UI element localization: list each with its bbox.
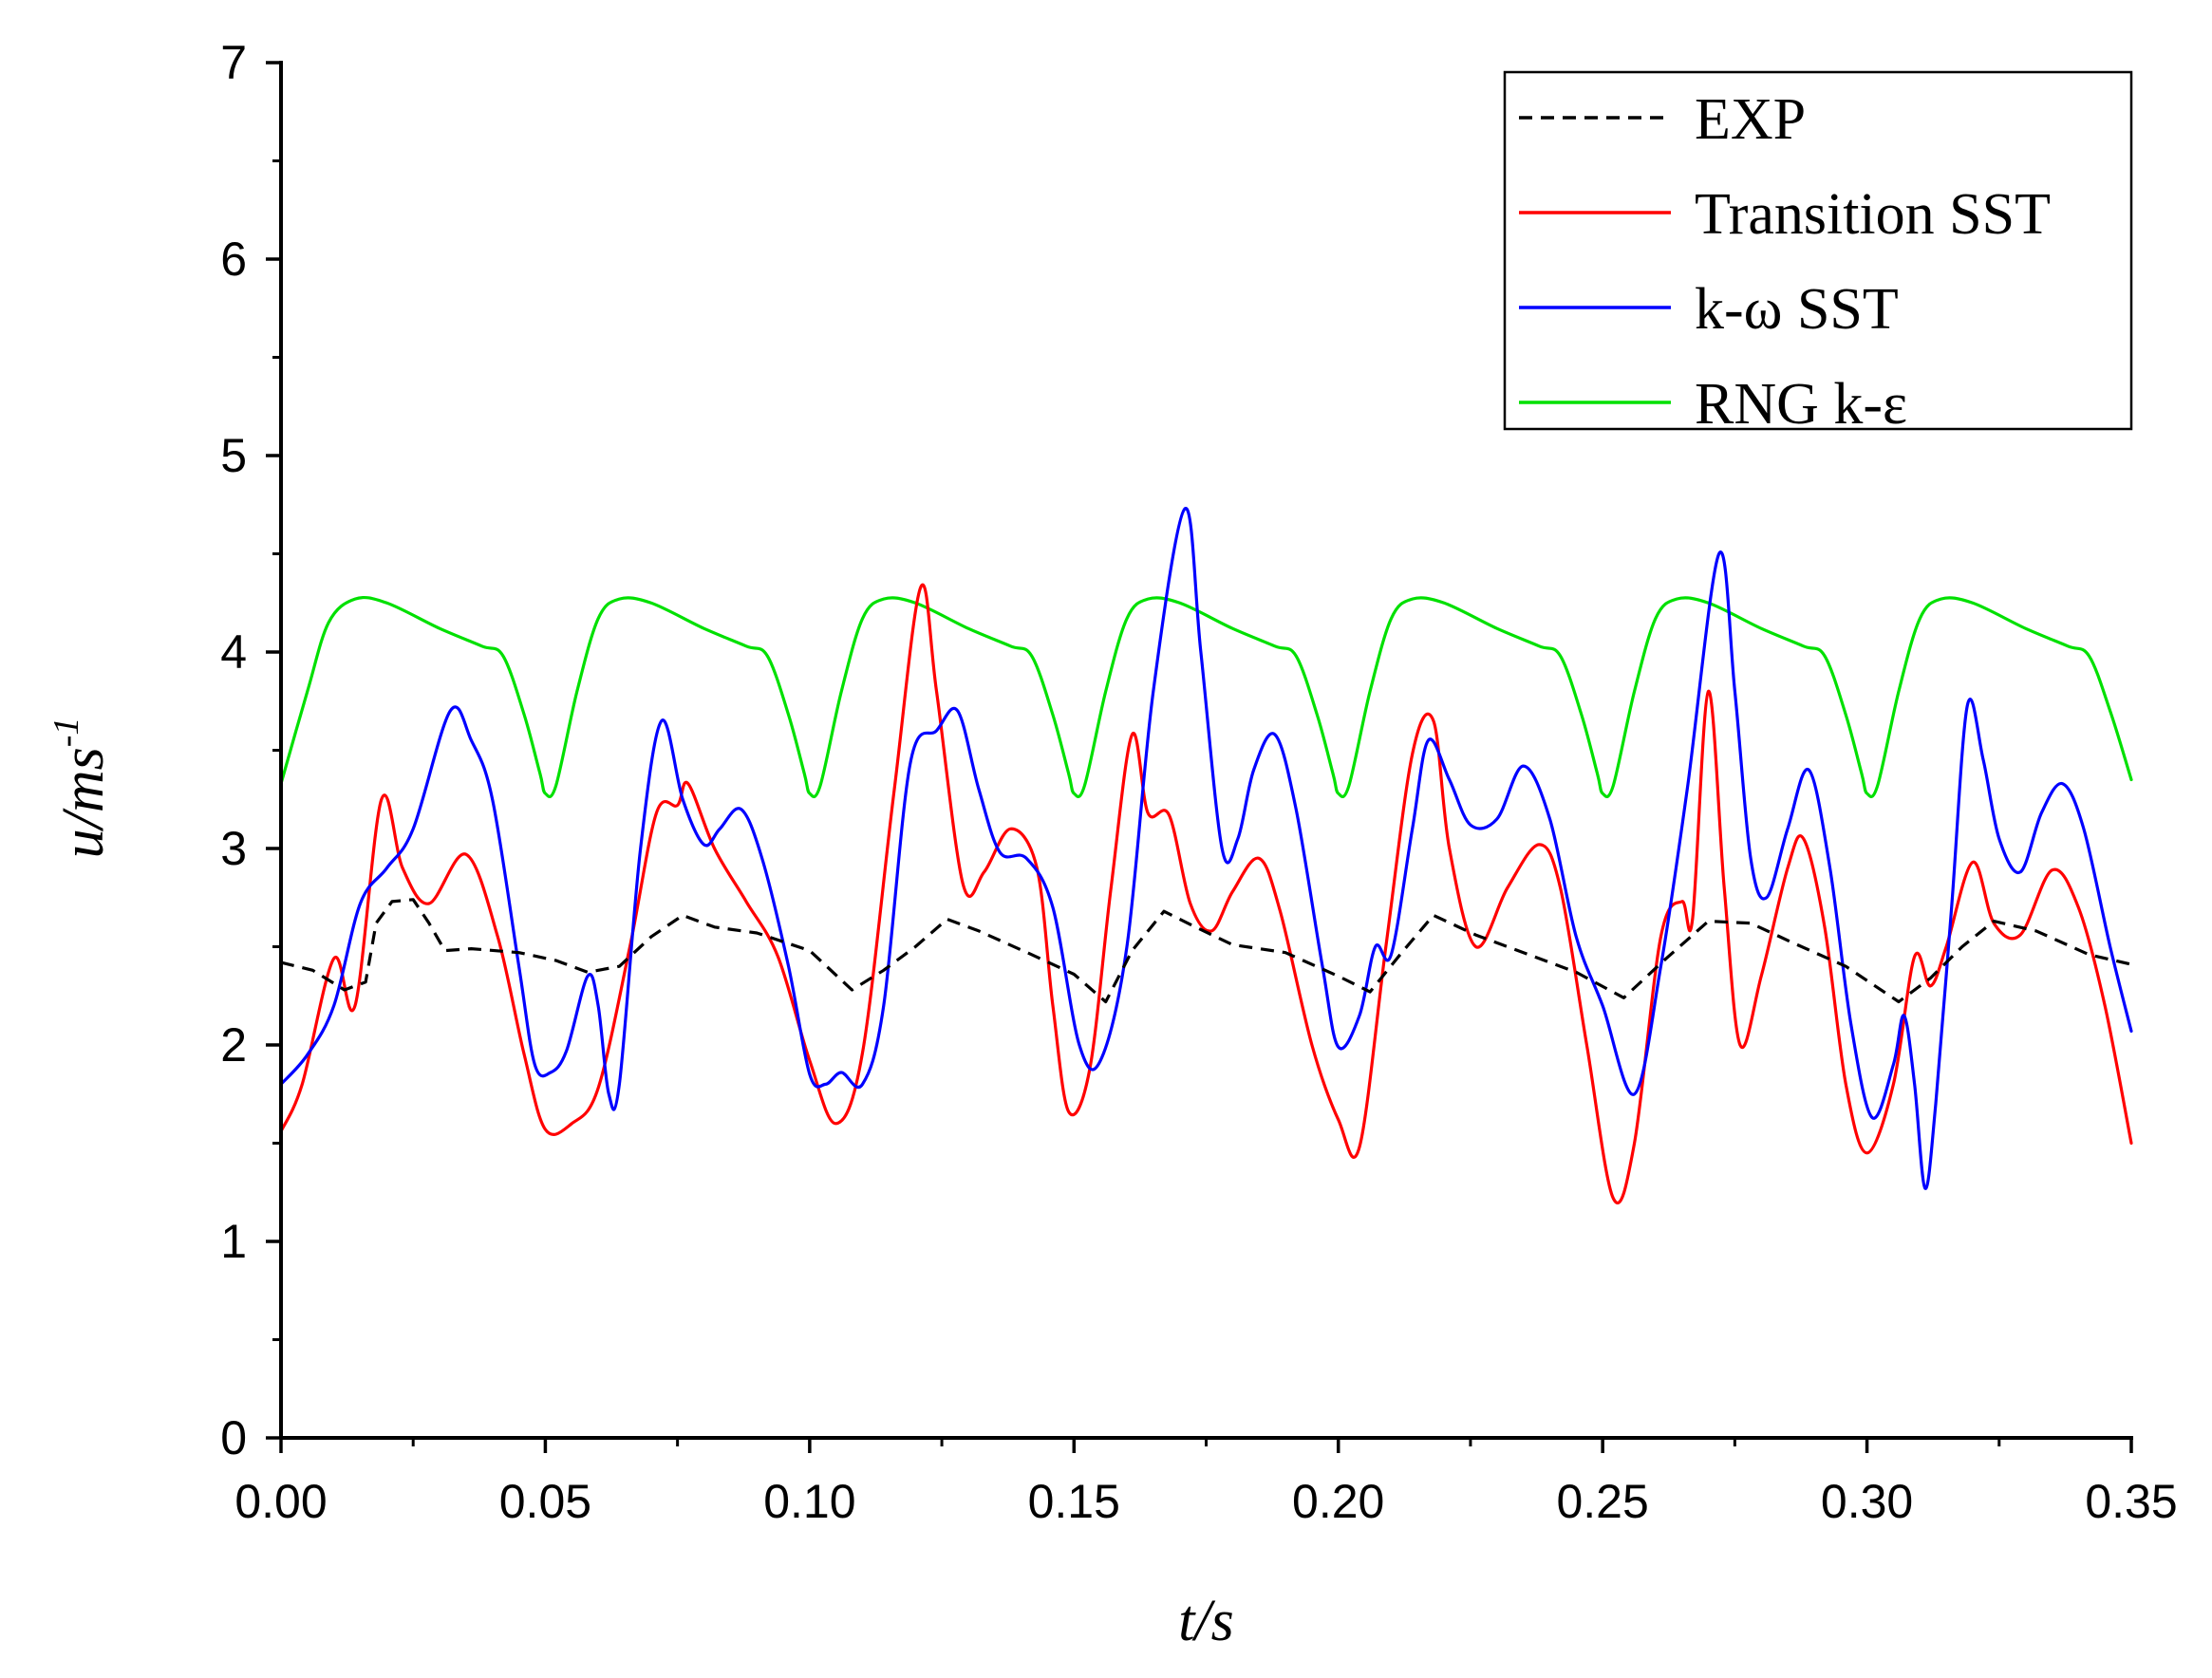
x-tick-label: 0.10 <box>763 1475 855 1528</box>
x-tick-label: 0.25 <box>1556 1475 1648 1528</box>
axes-layer: 0 1 2 3 4 5 6 7 0.00 0.05 0.10 0.15 0.20 0.25 0.30 0.35… <box>47 36 2178 1653</box>
legend: EXP Transition SST k-ω SST RNG k-ε <box>1503 70 2133 437</box>
y-tick-label: 3 <box>220 822 247 875</box>
x-tick-label: 0.15 <box>1028 1475 1120 1528</box>
legend-label: EXP <box>1695 87 1806 152</box>
x-axis-title: t/s <box>1178 1589 1234 1653</box>
legend-box <box>1503 70 2133 431</box>
y-tick-label: 5 <box>220 429 247 482</box>
y-tick-label: 6 <box>220 233 247 286</box>
legend-label: RNG k-ε <box>1695 372 1907 437</box>
legend-label: k-ω SST <box>1695 277 1899 342</box>
x-tick-label: 0.35 <box>2085 1475 2177 1528</box>
y-axis-title-exponent: -1 <box>47 718 86 748</box>
y-tick-label: 2 <box>220 1018 247 1072</box>
legend-label: Transition SST <box>1695 182 2051 247</box>
x-tick-label: 0.00 <box>234 1475 327 1528</box>
x-tick-label: 0.05 <box>499 1475 591 1528</box>
x-tick-label: 0.30 <box>1821 1475 1913 1528</box>
series-line-transition-sst <box>279 583 2133 1205</box>
y-axis-title-main: u/ms <box>51 747 116 858</box>
x-tick-label: 0.20 <box>1292 1475 1384 1528</box>
y-tick-label: 7 <box>220 36 247 89</box>
series-layer <box>279 507 2133 1205</box>
y-axis-title: u/ms-1 <box>47 718 116 859</box>
y-tick-label: 1 <box>220 1215 247 1268</box>
series-line-k-sst <box>279 507 2133 1190</box>
series-line-rng-k <box>279 595 2133 799</box>
y-tick-label: 4 <box>220 625 247 679</box>
series-line-exp <box>280 898 2132 1004</box>
y-tick-label: 0 <box>220 1411 247 1464</box>
